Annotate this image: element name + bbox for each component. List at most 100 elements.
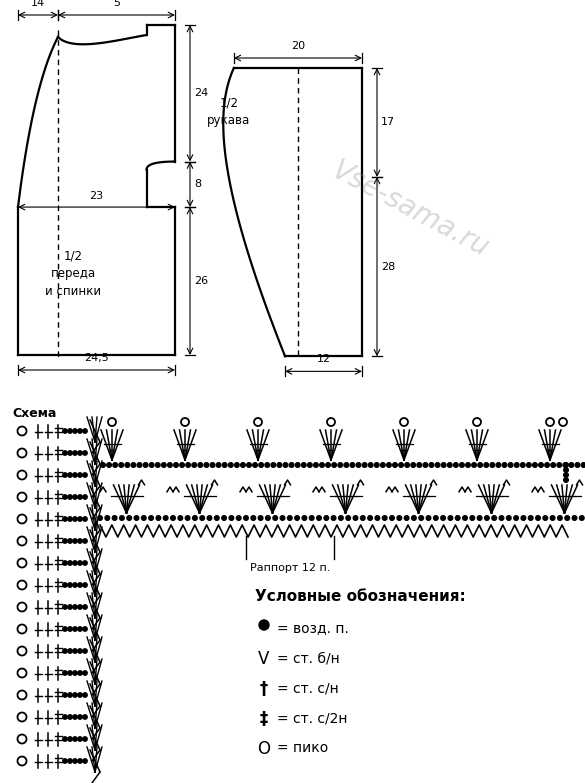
Circle shape [83, 604, 87, 609]
Circle shape [319, 463, 324, 467]
Circle shape [63, 429, 67, 433]
Circle shape [277, 463, 282, 467]
Circle shape [83, 693, 87, 697]
Circle shape [78, 495, 82, 500]
Circle shape [316, 516, 321, 520]
Circle shape [460, 463, 464, 467]
Circle shape [362, 463, 367, 467]
Circle shape [210, 463, 215, 467]
Circle shape [68, 539, 72, 543]
Circle shape [338, 463, 343, 467]
Circle shape [580, 516, 584, 520]
Circle shape [73, 627, 77, 631]
Circle shape [502, 463, 507, 467]
Circle shape [521, 516, 526, 520]
Circle shape [83, 495, 87, 500]
Circle shape [119, 463, 123, 467]
Circle shape [492, 516, 497, 520]
Circle shape [419, 516, 424, 520]
Circle shape [308, 463, 312, 467]
Circle shape [453, 463, 458, 467]
Circle shape [161, 463, 166, 467]
Circle shape [63, 627, 67, 631]
Circle shape [332, 463, 336, 467]
Circle shape [572, 516, 577, 520]
Circle shape [557, 463, 562, 467]
Circle shape [137, 463, 142, 467]
Circle shape [441, 516, 445, 520]
Circle shape [63, 561, 67, 565]
Circle shape [112, 516, 117, 520]
Circle shape [290, 463, 294, 467]
Circle shape [478, 463, 483, 467]
Circle shape [374, 463, 379, 467]
Circle shape [353, 516, 358, 520]
Circle shape [186, 463, 191, 467]
Circle shape [565, 516, 570, 520]
Circle shape [569, 463, 574, 467]
Circle shape [412, 516, 416, 520]
Circle shape [259, 463, 263, 467]
Circle shape [73, 737, 77, 742]
Circle shape [229, 463, 233, 467]
Circle shape [185, 516, 190, 520]
Circle shape [393, 463, 397, 467]
Circle shape [417, 463, 422, 467]
Circle shape [63, 759, 67, 763]
Text: 23: 23 [90, 191, 104, 201]
Circle shape [429, 463, 434, 467]
Circle shape [265, 463, 270, 467]
Circle shape [149, 463, 154, 467]
Circle shape [309, 516, 314, 520]
Circle shape [207, 516, 212, 520]
Circle shape [83, 671, 87, 675]
Circle shape [558, 516, 562, 520]
Circle shape [68, 759, 72, 763]
Circle shape [564, 473, 568, 478]
Circle shape [380, 463, 385, 467]
Circle shape [73, 451, 77, 455]
Circle shape [455, 516, 460, 520]
Circle shape [149, 516, 153, 520]
Circle shape [78, 451, 82, 455]
Circle shape [280, 516, 285, 520]
Circle shape [564, 463, 568, 467]
Circle shape [83, 473, 87, 477]
Circle shape [78, 759, 82, 763]
Text: V: V [259, 650, 270, 668]
Circle shape [83, 737, 87, 742]
Text: 26: 26 [194, 276, 208, 286]
Circle shape [411, 463, 415, 467]
Circle shape [369, 463, 373, 467]
Text: ‡: ‡ [260, 710, 268, 728]
Circle shape [78, 627, 82, 631]
Circle shape [346, 516, 350, 520]
Circle shape [83, 429, 87, 433]
Text: 14: 14 [31, 0, 45, 8]
Circle shape [477, 516, 482, 520]
Circle shape [563, 463, 567, 467]
Text: 5: 5 [113, 0, 120, 8]
Circle shape [287, 516, 292, 520]
Circle shape [78, 737, 82, 742]
Text: = возд. п.: = возд. п. [277, 621, 349, 635]
Circle shape [131, 463, 136, 467]
Circle shape [68, 737, 72, 742]
Text: 17: 17 [381, 117, 395, 128]
Circle shape [83, 627, 87, 631]
Circle shape [78, 671, 82, 675]
Circle shape [528, 516, 533, 520]
Circle shape [78, 604, 82, 609]
Circle shape [83, 583, 87, 587]
Circle shape [463, 516, 467, 520]
Circle shape [83, 561, 87, 565]
Text: = ст. б/н: = ст. б/н [277, 651, 340, 665]
Circle shape [466, 463, 470, 467]
Circle shape [78, 429, 82, 433]
Circle shape [326, 463, 331, 467]
Circle shape [78, 715, 82, 720]
Circle shape [405, 463, 410, 467]
Circle shape [331, 516, 336, 520]
Circle shape [143, 463, 148, 467]
Circle shape [441, 463, 446, 467]
